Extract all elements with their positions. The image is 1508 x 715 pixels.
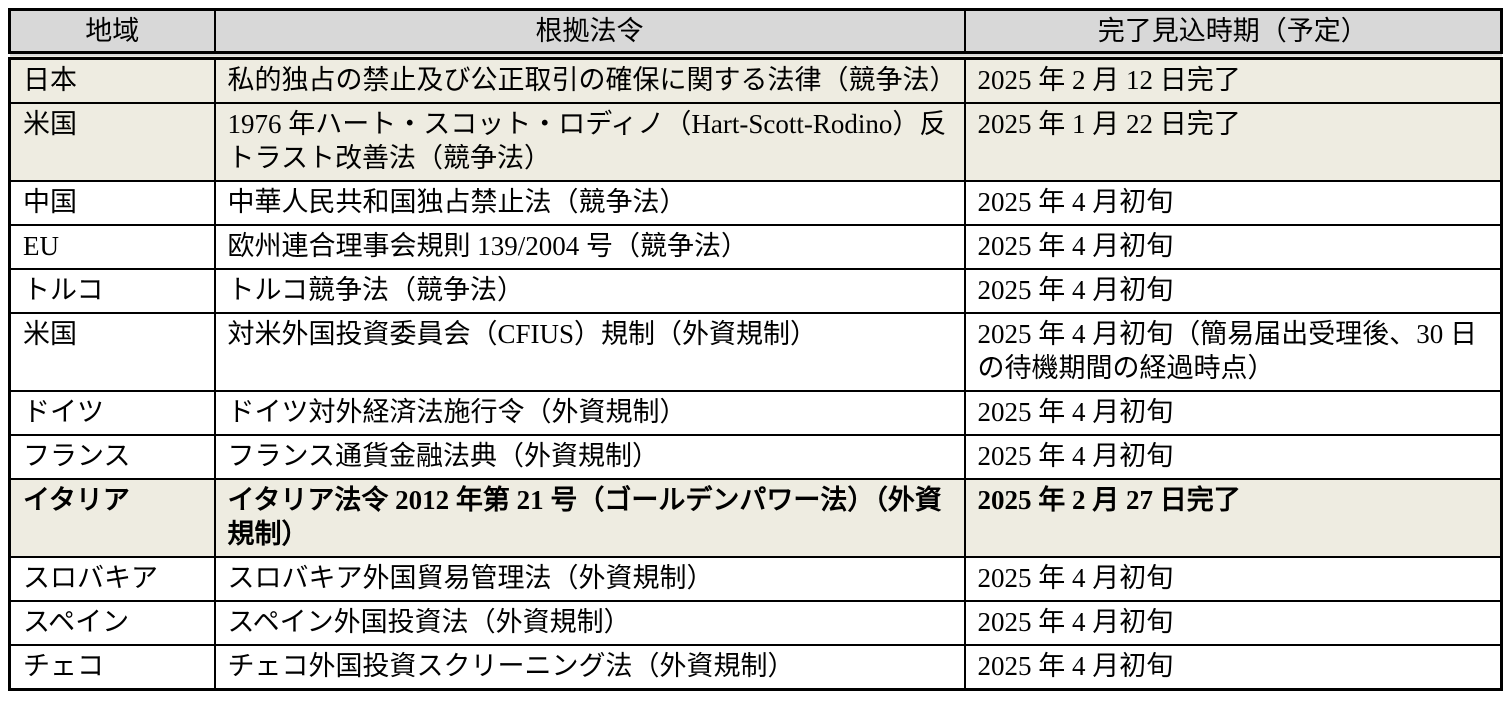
region-cell: イタリア (8, 478, 216, 559)
date-cell: 2025 年 4 月初旬 (963, 390, 1503, 437)
region-cell: トルコ (8, 268, 216, 315)
law-cell: チェコ外国投資スクリーニング法（外資規制） (213, 644, 966, 691)
date-cell: 2025 年 4 月初旬 (963, 180, 1503, 227)
law-cell: 1976 年ハート・スコット・ロディノ（Hart-Scott-Rodino）反ト… (213, 102, 966, 183)
column-header-date: 完了見込時期（予定） (963, 8, 1503, 61)
region-cell: フランス (8, 434, 216, 481)
regulatory-approvals-table: 地域 根拠法令 完了見込時期（予定） 日本 私的独占の禁止及び公正取引の確保に関す… (8, 8, 1503, 692)
region-cell: EU (8, 224, 216, 271)
law-cell: スロバキア外国貿易管理法（外資規制） (213, 556, 966, 603)
table-row: フランス フランス通貨金融法典（外資規制） 2025 年 4 月初旬 (8, 434, 1503, 481)
law-cell: 中華人民共和国独占禁止法（競争法） (213, 180, 966, 227)
law-cell: トルコ競争法（競争法） (213, 268, 966, 315)
date-cell: 2025 年 2 月 27 日完了 (963, 478, 1503, 559)
date-cell: 2025 年 2 月 12 日完了 (963, 54, 1503, 105)
law-cell: イタリア法令 2012 年第 21 号（ゴールデンパワー法）（外資規制） (213, 478, 966, 559)
table-row: 米国 対米外国投資委員会（CFIUS）規制（外資規制） 2025 年 4 月初旬（簡… (8, 312, 1503, 393)
law-cell: 対米外国投資委員会（CFIUS）規制（外資規制） (213, 312, 966, 393)
table-row: イタリア イタリア法令 2012 年第 21 号（ゴールデンパワー法）（外資規制）… (8, 478, 1503, 559)
region-cell: 米国 (8, 102, 216, 183)
law-cell: ドイツ対外経済法施行令（外資規制） (213, 390, 966, 437)
date-cell: 2025 年 4 月初旬（簡易届出受理後、30 日の待機期間の経過時点） (963, 312, 1503, 393)
table-row: チェコ チェコ外国投資スクリーニング法（外資規制） 2025 年 4 月初旬 (8, 644, 1503, 691)
table-row: ドイツ ドイツ対外経済法施行令（外資規制） 2025 年 4 月初旬 (8, 390, 1503, 437)
column-header-region: 地域 (8, 8, 216, 61)
law-cell: スペイン外国投資法（外資規制） (213, 600, 966, 647)
column-header-law: 根拠法令 (213, 8, 966, 61)
region-cell: ドイツ (8, 390, 216, 437)
region-cell: 日本 (8, 54, 216, 105)
table-row: 米国 1976 年ハート・スコット・ロディノ（Hart-Scott-Rodino）… (8, 102, 1503, 183)
law-cell: 欧州連合理事会規則 139/2004 号（競争法） (213, 224, 966, 271)
region-cell: 中国 (8, 180, 216, 227)
law-cell: フランス通貨金融法典（外資規制） (213, 434, 966, 481)
date-cell: 2025 年 4 月初旬 (963, 434, 1503, 481)
date-cell: 2025 年 4 月初旬 (963, 600, 1503, 647)
table-row: トルコ トルコ競争法（競争法） 2025 年 4 月初旬 (8, 268, 1503, 315)
date-cell: 2025 年 4 月初旬 (963, 268, 1503, 315)
date-cell: 2025 年 4 月初旬 (963, 556, 1503, 603)
table-row: EU 欧州連合理事会規則 139/2004 号（競争法） 2025 年 4 月初旬 (8, 224, 1503, 271)
region-cell: スロバキア (8, 556, 216, 603)
region-cell: チェコ (8, 644, 216, 691)
region-cell: 米国 (8, 312, 216, 393)
table-body: 日本 私的独占の禁止及び公正取引の確保に関する法律（競争法） 2025 年 2 月 … (8, 54, 1503, 691)
date-cell: 2025 年 4 月初旬 (963, 224, 1503, 271)
date-cell: 2025 年 1 月 22 日完了 (963, 102, 1503, 183)
table-row: スペイン スペイン外国投資法（外資規制） 2025 年 4 月初旬 (8, 600, 1503, 647)
table-row: 日本 私的独占の禁止及び公正取引の確保に関する法律（競争法） 2025 年 2 月 … (8, 54, 1503, 105)
table-row: スロバキア スロバキア外国貿易管理法（外資規制） 2025 年 4 月初旬 (8, 556, 1503, 603)
law-cell: 私的独占の禁止及び公正取引の確保に関する法律（競争法） (213, 54, 966, 105)
header-row: 地域 根拠法令 完了見込時期（予定） (8, 8, 1503, 61)
date-cell: 2025 年 4 月初旬 (963, 644, 1503, 691)
table-row: 中国 中華人民共和国独占禁止法（競争法） 2025 年 4 月初旬 (8, 180, 1503, 227)
region-cell: スペイン (8, 600, 216, 647)
